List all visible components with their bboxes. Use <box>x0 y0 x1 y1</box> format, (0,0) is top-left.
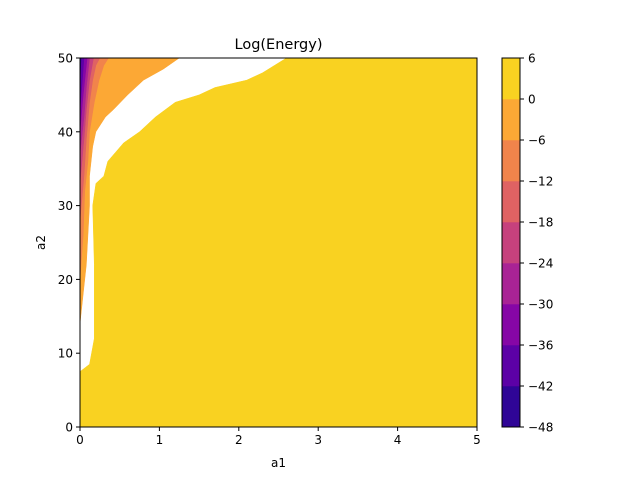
colorbar-frame <box>501 57 521 428</box>
y-tick-label: 20 <box>58 273 73 287</box>
colorbar-segment <box>502 58 520 100</box>
y-tick-label: 30 <box>58 199 73 213</box>
plot-frame <box>79 57 478 428</box>
colorbar-segment <box>502 345 520 387</box>
y-tick-label: 10 <box>58 347 73 361</box>
plot-area <box>79 57 478 428</box>
y-axis-label: a2 <box>34 235 48 250</box>
colorbar: −48 −42 −36 −30 −24 −18 −12 −6 0 6 <box>501 52 553 435</box>
colorbar-tick-label: −30 <box>528 298 553 312</box>
x-tick-label: 0 <box>76 433 84 447</box>
y-axis: 0 10 20 30 40 50 <box>58 52 80 435</box>
colorbar-tick-label: −18 <box>528 216 553 230</box>
colorbar-segment <box>502 304 520 346</box>
colorbar-tick-label: 6 <box>528 52 536 66</box>
chart-title: Log(Energy) <box>235 37 323 53</box>
colorbar-tick-label: −24 <box>528 257 553 271</box>
colorbar-segment <box>502 140 520 182</box>
y-tick-label: 0 <box>65 421 73 435</box>
x-tick-label: 1 <box>156 433 164 447</box>
colorbar-tick-label: −6 <box>528 134 546 148</box>
colorbar-segment <box>502 386 520 428</box>
contour-band <box>79 57 478 428</box>
x-tick-label: 2 <box>235 433 243 447</box>
colorbar-tick-label: −48 <box>528 421 553 435</box>
colorbar-segment <box>502 181 520 223</box>
y-tick-label: 40 <box>58 125 73 139</box>
y-tick-label: 50 <box>58 52 73 66</box>
x-axis-label: a1 <box>271 456 286 470</box>
colorbar-segment <box>502 222 520 264</box>
colorbar-tick-label: −12 <box>528 175 553 189</box>
colorbar-tick-label: −36 <box>528 339 553 353</box>
colorbar-segment <box>502 263 520 305</box>
x-tick-label: 5 <box>473 433 481 447</box>
x-axis: 0 1 2 3 4 5 <box>76 427 481 447</box>
x-tick-label: 3 <box>314 433 322 447</box>
colorbar-tick-label: −42 <box>528 380 553 394</box>
colorbar-segment <box>502 99 520 141</box>
x-tick-label: 4 <box>394 433 402 447</box>
colorbar-tick-label: 0 <box>528 93 536 107</box>
